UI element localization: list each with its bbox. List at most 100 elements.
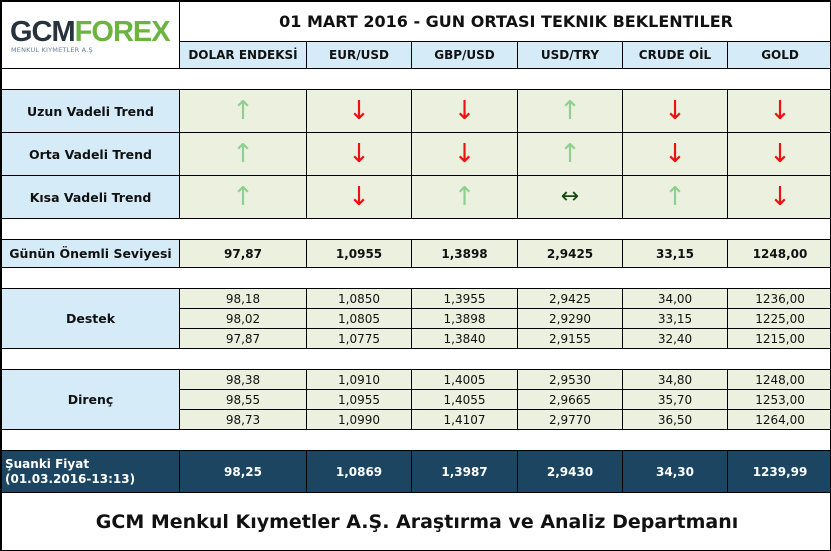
column-header: DOLAR ENDEKSİ [179, 41, 307, 69]
arrow-down-icon: ↓ [769, 139, 791, 169]
column-header: GBP/USD [411, 41, 518, 69]
resistance-value: 98,55 [179, 389, 307, 410]
resistance-value: 1,0955 [306, 389, 412, 410]
arrow-down-icon: ↓ [348, 182, 370, 212]
key-level-value: 97,87 [179, 239, 307, 268]
key-level-value: 1,3898 [411, 239, 518, 268]
spacer-row [1, 218, 830, 240]
resistance-value: 98,73 [179, 409, 307, 430]
resistance-value: 98,38 [179, 369, 307, 390]
support-value: 1,3955 [411, 288, 518, 309]
arrow-down-icon: ↓ [664, 96, 686, 126]
support-value: 1225,00 [726, 308, 830, 329]
current-price-value: 1239,99 [726, 450, 830, 493]
support-value: 1,0805 [306, 308, 412, 329]
support-value: 34,00 [622, 288, 728, 309]
spacer-row [1, 429, 830, 451]
support-value: 32,40 [622, 328, 728, 349]
trend-cell: ↓ [306, 175, 412, 219]
resistance-value: 1253,00 [726, 389, 830, 410]
arrow-up-icon: ↑ [232, 96, 254, 126]
trend-cell: ↑ [517, 89, 623, 133]
trend-cell: ↑ [517, 132, 623, 176]
resistance-value: 36,50 [622, 409, 728, 430]
trend-cell: ↓ [726, 89, 830, 133]
current-price-label: Şuanki Fiyat (01.03.2016-13:13) [1, 450, 180, 493]
trend-label: Kısa Vadeli Trend [1, 175, 180, 219]
support-value: 2,9290 [517, 308, 623, 329]
current-price-value: 34,30 [622, 450, 728, 493]
arrow-down-icon: ↓ [348, 96, 370, 126]
current-price-title: Şuanki Fiyat [5, 456, 90, 471]
support-value: 2,9425 [517, 288, 623, 309]
left-right-arrow-icon: ↔ [560, 184, 580, 209]
trend-cell: ↔ [517, 175, 623, 219]
trend-cell: ↓ [411, 89, 518, 133]
column-header: GOLD [726, 41, 830, 69]
resistance-value: 1,4055 [411, 389, 518, 410]
column-header: CRUDE OİL [622, 41, 728, 69]
trend-cell: ↑ [622, 175, 728, 219]
resistance-value: 1248,00 [726, 369, 830, 390]
arrow-down-icon: ↓ [769, 96, 791, 126]
current-price-value: 2,9430 [517, 450, 623, 493]
footer-department: GCM Menkul Kıymetler A.Ş. Araştırma ve A… [1, 492, 830, 550]
arrow-up-icon: ↑ [453, 182, 476, 212]
trend-label: Orta Vadeli Trend [1, 132, 180, 176]
support-value: 1,3898 [411, 308, 518, 329]
support-value: 98,18 [179, 288, 307, 309]
support-value: 97,87 [179, 328, 307, 349]
support-value: 1236,00 [726, 288, 830, 309]
support-value: 2,9155 [517, 328, 623, 349]
resistance-value: 34,80 [622, 369, 728, 390]
key-level-label: Günün Önemli Seviyesi [1, 239, 180, 268]
trend-cell: ↓ [622, 132, 728, 176]
support-value: 1215,00 [726, 328, 830, 349]
current-price-value: 1,0869 [306, 450, 412, 493]
resistance-label: Direnç [1, 369, 180, 430]
spacer-row [1, 68, 830, 90]
trend-cell: ↓ [726, 175, 830, 219]
resistance-value: 1,0990 [306, 409, 412, 430]
arrow-up-icon: ↑ [559, 96, 581, 126]
arrow-down-icon: ↓ [348, 139, 370, 169]
trend-cell: ↓ [622, 89, 728, 133]
trend-cell: ↑ [179, 132, 307, 176]
support-value: 33,15 [622, 308, 728, 329]
key-level-value: 33,15 [622, 239, 728, 268]
logo-subtitle: MENKUL KIYMETLER A.Ş [11, 46, 93, 54]
logo-text-green: FOREX [74, 16, 171, 48]
arrow-up-icon: ↑ [664, 182, 686, 212]
spacer-row [1, 348, 830, 370]
resistance-value: 2,9665 [517, 389, 623, 410]
arrow-up-icon: ↑ [559, 139, 581, 169]
resistance-value: 1,0910 [306, 369, 412, 390]
resistance-value: 2,9770 [517, 409, 623, 430]
trend-cell: ↓ [306, 89, 412, 133]
current-price-value: 98,25 [179, 450, 307, 493]
trend-cell: ↓ [411, 132, 518, 176]
column-header: EUR/USD [306, 41, 412, 69]
arrow-up-icon: ↑ [232, 182, 254, 212]
trend-label: Uzun Vadeli Trend [1, 89, 180, 133]
arrow-down-icon: ↓ [453, 139, 476, 169]
support-value: 1,0850 [306, 288, 412, 309]
trend-cell: ↑ [411, 175, 518, 219]
key-level-value: 1248,00 [726, 239, 830, 268]
key-level-value: 2,9425 [517, 239, 623, 268]
resistance-value: 1264,00 [726, 409, 830, 430]
key-level-value: 1,0955 [306, 239, 412, 268]
trend-cell: ↓ [726, 132, 830, 176]
trend-cell: ↓ [306, 132, 412, 176]
trend-cell: ↑ [179, 89, 307, 133]
logo-text-dark: GCM [10, 16, 76, 48]
trend-cell: ↑ [179, 175, 307, 219]
arrow-up-icon: ↑ [232, 139, 254, 169]
current-price-value: 1,3987 [411, 450, 518, 493]
resistance-value: 1,4005 [411, 369, 518, 390]
current-price-timestamp: (01.03.2016-13:13) [5, 471, 136, 486]
page-title: 01 MART 2016 - GUN ORTASI TEKNIK BEKLENT… [178, 1, 830, 42]
arrow-down-icon: ↓ [453, 96, 476, 126]
